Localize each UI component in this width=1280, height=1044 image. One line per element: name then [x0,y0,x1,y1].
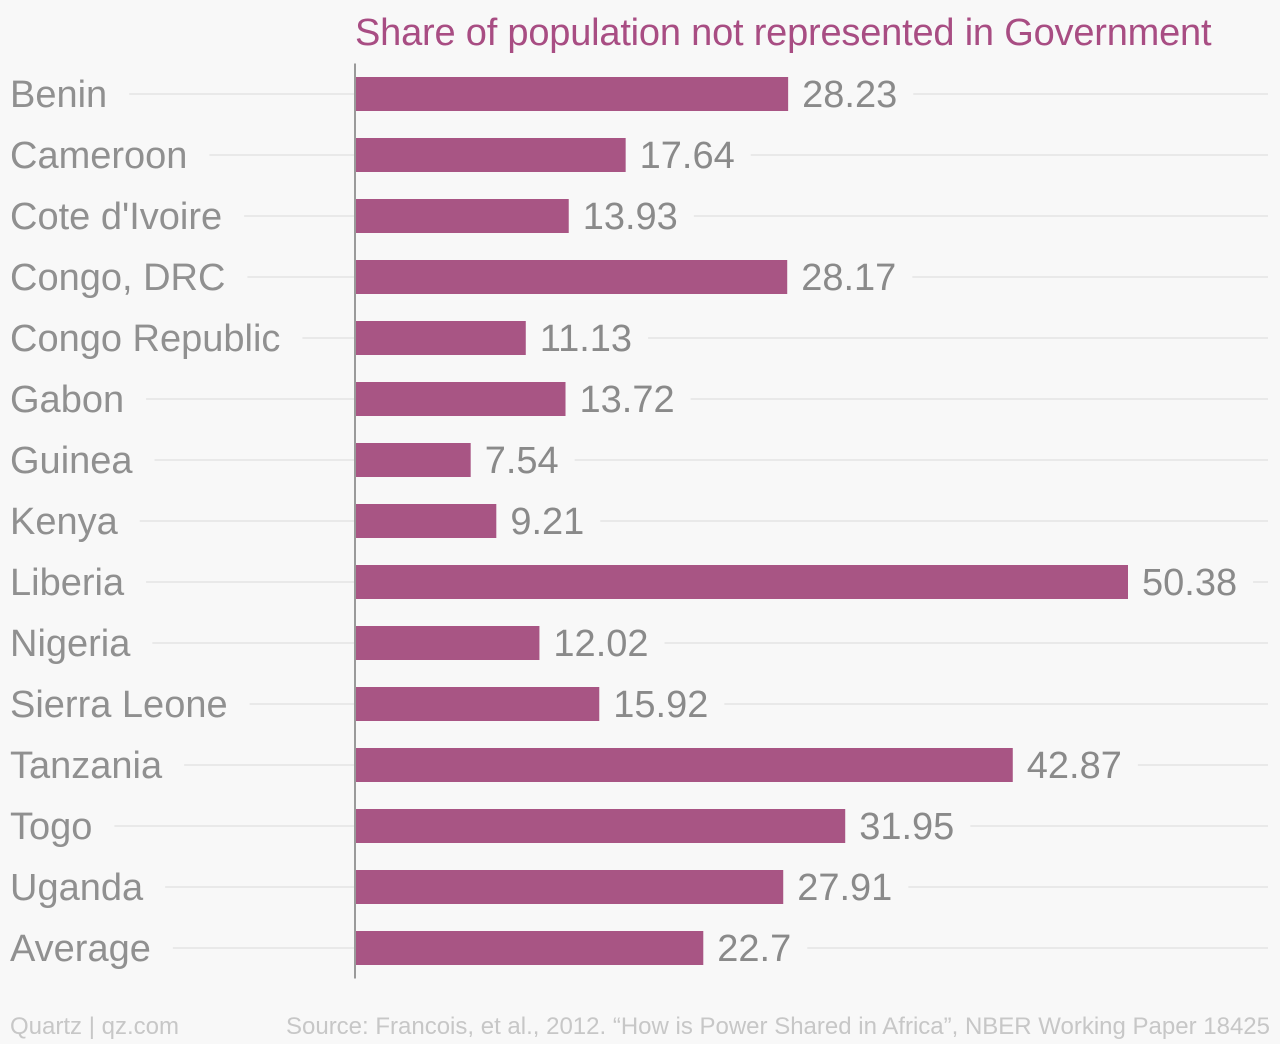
bar [355,504,497,538]
bar [355,382,566,416]
bar [355,565,1128,599]
value-label: 7.54 [485,440,559,482]
value-label: 13.72 [580,379,675,421]
category-label: Benin [10,74,107,116]
category-label: Nigeria [10,623,131,665]
category-labels: Benin Cameroon Cote d'Ivoire Congo, DRC Cong… [10,74,280,970]
bar [355,443,471,477]
value-label: 12.02 [553,623,648,665]
bar [355,748,1013,782]
value-label: 13.93 [583,196,678,238]
bar [355,687,600,721]
bar [355,870,784,904]
value-label: 22.7 [717,928,791,970]
value-label: 50.38 [1142,562,1237,604]
bar [355,809,846,843]
value-label: 28.17 [801,257,896,299]
category-label: Liberia [10,562,125,604]
value-label: 15.92 [613,684,708,726]
bar [355,138,626,172]
category-label: Congo Republic [10,318,280,360]
footer-brand: Quartz | qz.com [10,1013,179,1040]
category-label: Sierra Leone [10,684,228,726]
value-label: 31.95 [859,806,954,848]
category-label: Congo, DRC [10,257,225,299]
category-label: Kenya [10,501,119,543]
value-label: 27.91 [797,867,892,909]
gridlines [114,93,1268,949]
bar [355,199,569,233]
value-label: 28.23 [802,74,897,116]
value-label: 11.13 [540,318,632,360]
value-label: 42.87 [1027,745,1122,787]
bar [355,321,526,355]
category-label: Togo [10,806,92,848]
bar [355,77,789,111]
category-label: Uganda [10,867,144,909]
bar-chart: Benin Cameroon Cote d'Ivoire Congo, DRC Cong… [10,63,1268,979]
category-label: Average [10,928,151,970]
chart-title: Share of population not represented in G… [355,12,1212,54]
bar [355,626,540,660]
value-label: 17.64 [640,135,735,177]
bar [355,260,788,294]
bars [355,77,1128,965]
category-label: Tanzania [10,745,163,787]
category-label: Cote d'Ivoire [10,196,222,238]
category-label: Guinea [10,440,133,482]
category-label: Cameroon [10,135,187,177]
value-label: 9.21 [510,501,584,543]
value-labels: 28.23 17.64 13.93 28.17 11.13 13.72 7.54 9.21 50… [485,74,1237,970]
category-label: Gabon [10,379,124,421]
bar [355,931,704,965]
footer-source: Source: Francois, et al., 2012. “How is … [285,1013,1270,1040]
